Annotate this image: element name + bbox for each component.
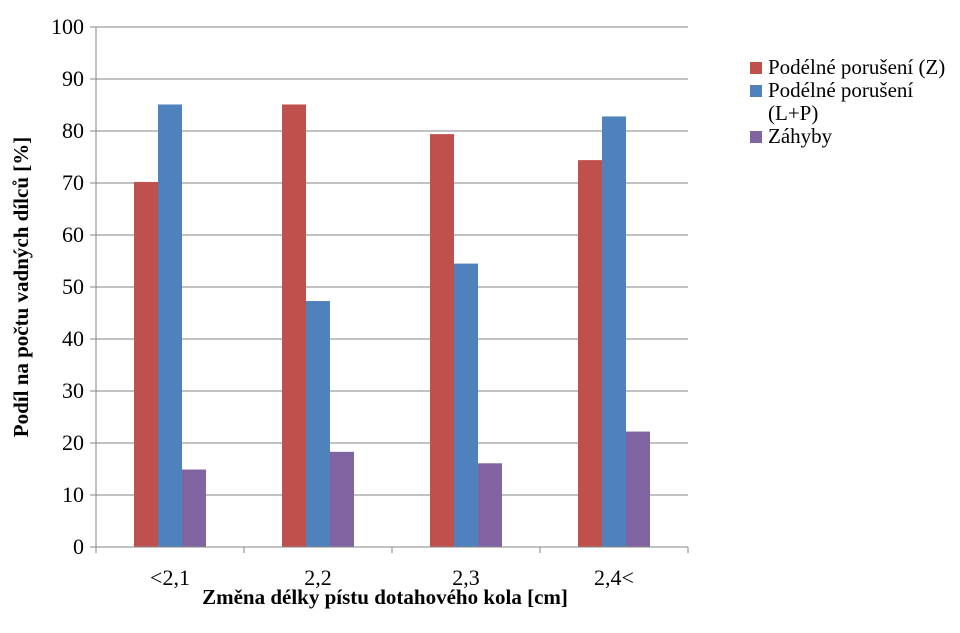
y-tick-label: 10 [62,482,84,507]
y-tick-label: 60 [62,222,84,247]
y-tick-label: 90 [62,66,84,91]
y-tick-label: 20 [62,430,84,455]
legend-label: Záhyby [768,124,833,148]
y-tick-label: 30 [62,378,84,403]
legend-label: Podélné porušení (Z) [768,55,946,79]
x-tick-label: <2,1 [150,565,190,590]
legend-item: Záhyby [748,125,958,148]
bar-2-1 [330,451,354,547]
legend: Podélné porušení (Z) Podélné porušení (L+… [748,56,958,148]
legend-item: Podélné porušení (L+P) [748,79,958,125]
bar-2-3 [626,431,650,547]
y-tick-label: 80 [62,118,84,143]
bar-1-2 [454,263,478,547]
legend-swatch [750,62,762,74]
legend-swatch [750,85,762,97]
bar-0-3 [578,160,602,547]
legend-swatch [750,131,762,143]
bar-1-1 [306,301,330,547]
y-tick-label: 100 [51,14,84,39]
y-tick-label: 40 [62,326,84,351]
x-axis-title: Změna délky pístu dotahového kola [cm] [202,585,568,609]
bar-0-0 [134,181,158,547]
bar-1-0 [158,104,182,547]
y-tick-label: 50 [62,274,84,299]
y-tick-label: 70 [62,170,84,195]
bar-1-3 [602,116,626,547]
x-tick-label: 2,4< [594,565,634,590]
x-tick-label: 2,2 [304,565,332,590]
x-tick-label: 2,3 [452,565,480,590]
bar-2-0 [182,469,206,547]
bar-0-1 [282,104,306,547]
y-tick-label: 0 [73,534,84,559]
legend-item: Podélné porušení (Z) [748,56,958,79]
legend-label: Podélné porušení (L+P) [768,78,914,125]
bar-0-2 [430,134,454,547]
bar-2-2 [478,463,502,547]
y-axis-title: Podíl na počtu vadných dílců [%] [9,137,33,437]
